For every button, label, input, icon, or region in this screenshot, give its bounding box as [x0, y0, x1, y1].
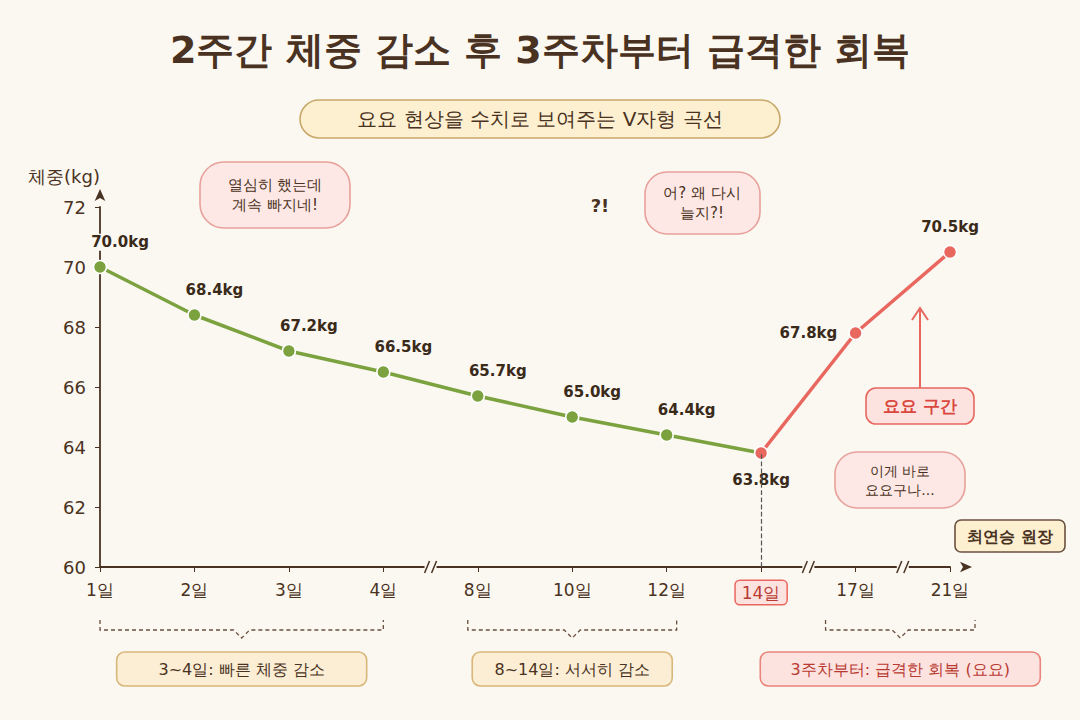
svg-text:3~4일: 빠른 체중 감소: 3~4일: 빠른 체중 감소	[158, 660, 324, 679]
svg-text:요요 현상을 수치로 보여주는 V자형 곡선: 요요 현상을 수치로 보여주는 V자형 곡선	[357, 107, 722, 131]
svg-text:70.5kg: 70.5kg	[921, 218, 979, 236]
svg-text:이게 바로: 이게 바로	[870, 463, 930, 479]
svg-text:64: 64	[63, 437, 86, 458]
svg-text:67.8kg: 67.8kg	[780, 324, 838, 342]
svg-text:65.0kg: 65.0kg	[563, 383, 621, 401]
svg-text:67.2kg: 67.2kg	[280, 317, 338, 335]
svg-text:62: 62	[63, 497, 86, 518]
svg-text:2일: 2일	[181, 580, 209, 600]
svg-text:72: 72	[63, 197, 86, 218]
svg-text:70.0kg: 70.0kg	[91, 233, 149, 251]
svg-text:1일: 1일	[86, 580, 114, 600]
svg-text:어? 왜 다시: 어? 왜 다시	[663, 184, 741, 202]
svg-text:8일: 8일	[464, 580, 492, 600]
svg-text:2주간 체중 감소 후 3주차부터 급격한 회복: 2주간 체중 감소 후 3주차부터 급격한 회복	[170, 28, 910, 72]
svg-text:?!: ?!	[591, 195, 610, 216]
svg-text:17일: 17일	[836, 580, 875, 600]
svg-text:10일: 10일	[553, 580, 592, 600]
svg-text:60: 60	[63, 557, 86, 578]
svg-text:68: 68	[63, 317, 86, 338]
svg-text:요요 구간: 요요 구간	[883, 396, 957, 416]
svg-text:3주차부터: 급격한 회복 (요요): 3주차부터: 급격한 회복 (요요)	[791, 660, 1010, 679]
svg-text:70: 70	[63, 257, 86, 278]
svg-text:4일: 4일	[369, 580, 397, 600]
svg-text:14일: 14일	[742, 583, 781, 603]
svg-text:늘지?!: 늘지?!	[680, 204, 724, 222]
svg-text:3일: 3일	[275, 580, 303, 600]
svg-text:체중(kg): 체중(kg)	[28, 166, 100, 187]
svg-text:12일: 12일	[647, 580, 686, 600]
svg-text:65.7kg: 65.7kg	[469, 362, 527, 380]
svg-text:68.4kg: 68.4kg	[186, 281, 244, 299]
svg-text:66.5kg: 66.5kg	[374, 338, 432, 356]
svg-text:66: 66	[63, 377, 86, 398]
svg-text:64.4kg: 64.4kg	[658, 401, 716, 419]
svg-text:열심히 했는데: 열심히 했는데	[228, 176, 323, 194]
svg-text:요요구나...: 요요구나...	[865, 482, 934, 498]
svg-text:8~14일: 서서히 감소: 8~14일: 서서히 감소	[494, 660, 650, 679]
svg-text:최연승 원장: 최연승 원장	[967, 527, 1053, 546]
svg-text:63.8kg: 63.8kg	[732, 470, 790, 489]
svg-text:계속 빠지네!: 계속 빠지네!	[232, 196, 318, 214]
svg-text:21일: 21일	[931, 580, 970, 600]
